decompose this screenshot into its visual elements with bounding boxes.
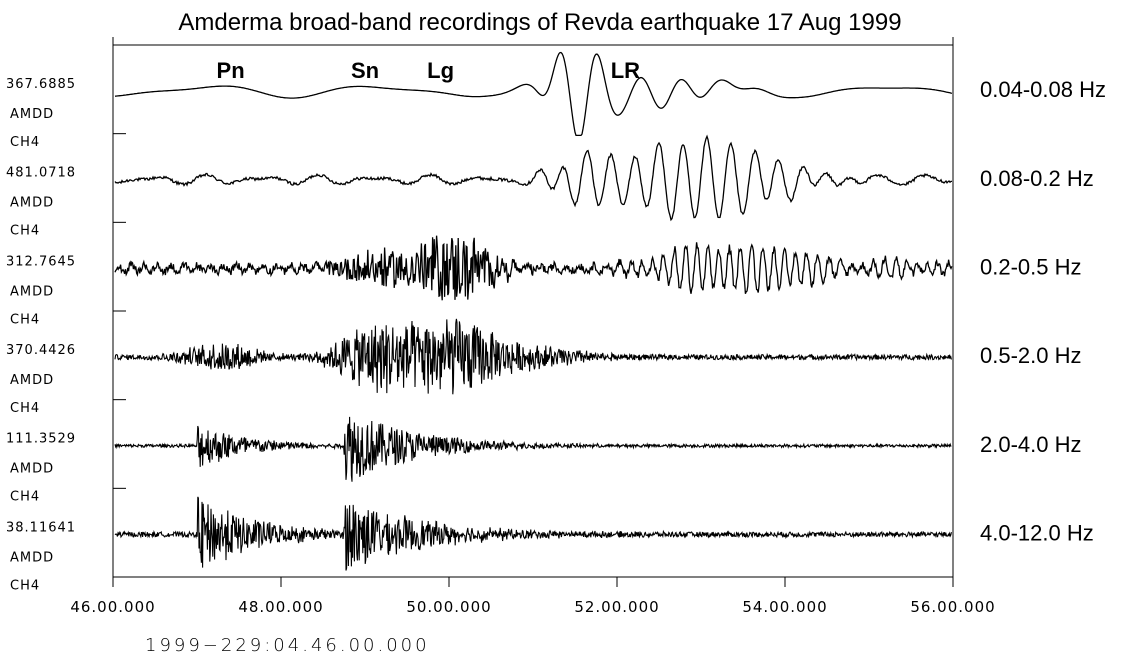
trace-channel-label: CH4 bbox=[10, 401, 40, 416]
trace-band-label: 0.04-0.08 Hz bbox=[980, 77, 1106, 102]
phase-label: Lg bbox=[427, 58, 454, 83]
trace-line bbox=[114, 134, 952, 222]
trace-band-label: 0.5-2.0 Hz bbox=[980, 343, 1082, 368]
trace-channel-label: CH4 bbox=[10, 578, 40, 593]
x-origin-label: 1999−229:04.46.00.000 bbox=[145, 635, 430, 656]
trace-amplitude-label: 111.3529 bbox=[6, 432, 76, 447]
trace-station-label: AMDD bbox=[10, 107, 54, 122]
trace-station-label: AMDD bbox=[10, 196, 54, 211]
trace-channel-label: CH4 bbox=[10, 224, 40, 239]
x-tick-label: 46.00.000 bbox=[70, 598, 155, 616]
x-tick-label: 54.00.000 bbox=[742, 598, 827, 616]
trace-channel-label: CH4 bbox=[10, 312, 40, 327]
phase-label: Sn bbox=[351, 58, 379, 83]
trace-channel-label: CH4 bbox=[10, 135, 40, 150]
trace-station-label: AMDD bbox=[10, 284, 54, 299]
trace-band-label: 0.08-0.2 Hz bbox=[980, 166, 1094, 191]
trace-amplitude-label: 481.0718 bbox=[6, 166, 76, 181]
x-tick-label: 48.00.000 bbox=[238, 598, 323, 616]
trace-channel-label: CH4 bbox=[10, 490, 40, 505]
trace-amplitude-label: 370.4426 bbox=[6, 343, 76, 358]
phase-label: LR bbox=[611, 58, 640, 83]
trace-line bbox=[114, 496, 952, 571]
trace-line bbox=[114, 235, 953, 301]
trace-station-label: AMDD bbox=[10, 462, 54, 477]
trace-line bbox=[114, 51, 953, 137]
plot-frame bbox=[112, 37, 954, 578]
phase-labels: Pn Sn Lg LR bbox=[217, 58, 641, 83]
chart-title: Amderma broad-band recordings of Revda e… bbox=[178, 9, 901, 36]
trace-amplitude-label: 38.11641 bbox=[6, 520, 76, 535]
trace-band-label: 0.2-0.5 Hz bbox=[980, 254, 1082, 279]
trace-band-label: 4.0-12.0 Hz bbox=[980, 520, 1094, 545]
trace-amplitude-label: 312.7645 bbox=[6, 254, 76, 269]
x-tick-label: 52.00.000 bbox=[574, 598, 659, 616]
x-axis: 46.00.000 48.00.000 50.00.000 52.00.000 54.0… bbox=[70, 577, 995, 616]
phase-label: Pn bbox=[217, 58, 245, 83]
trace-station-label: AMDD bbox=[10, 373, 54, 388]
trace-line bbox=[114, 318, 952, 395]
trace-amplitude-label: 367.6885 bbox=[6, 77, 76, 92]
x-tick-label: 56.00.000 bbox=[910, 598, 995, 616]
x-tick-label: 50.00.000 bbox=[406, 598, 491, 616]
traces: 367.6885 AMDD CH4 0.04-0.08 Hz 481.0718 AMDD C… bbox=[6, 51, 1106, 593]
trace-band-label: 2.0-4.0 Hz bbox=[980, 432, 1082, 457]
trace-line bbox=[114, 416, 952, 482]
trace-station-label: AMDD bbox=[10, 550, 54, 565]
